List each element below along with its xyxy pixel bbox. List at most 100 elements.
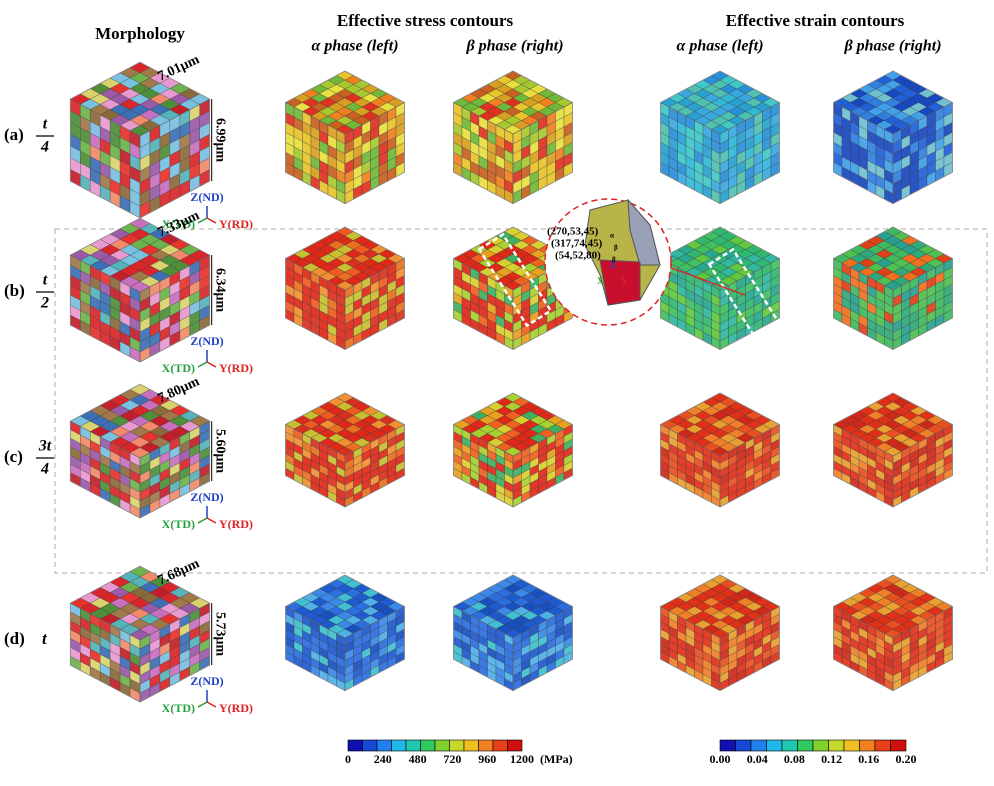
denominator: 4	[40, 139, 49, 156]
header: Morphology	[95, 24, 185, 43]
cube-outline	[69, 383, 211, 519]
colorbar-cell	[478, 739, 494, 752]
axis-arrow	[206, 517, 217, 524]
time: t	[42, 629, 48, 648]
denominator: 2	[40, 295, 49, 312]
height-label: 6.34μm	[212, 268, 227, 312]
cube	[285, 574, 405, 692]
numerator: t	[43, 116, 48, 133]
colorbar-cell	[859, 739, 876, 752]
orientation: (270,53,45)	[547, 226, 599, 238]
axis-arrow	[206, 361, 217, 368]
colorbar-tick: 0.00	[710, 752, 731, 766]
height-label: 5.73μm	[212, 612, 227, 656]
phase: β	[614, 244, 618, 252]
colorbar-cell	[376, 739, 392, 752]
colorbar-cell	[766, 739, 783, 752]
cube-outline	[833, 226, 953, 350]
colorbar-cell	[434, 739, 450, 752]
cube-outline	[453, 70, 573, 205]
cube	[285, 70, 405, 205]
width-label: 7.33μm	[156, 208, 203, 240]
cube-edge	[453, 102, 573, 204]
axis-arrow	[197, 517, 208, 524]
row-label: (c)	[4, 447, 23, 466]
cube-outline	[453, 226, 573, 350]
cube-edge	[285, 258, 405, 350]
orientation: (317,74,45)	[551, 238, 603, 250]
colorbar-cell	[391, 739, 407, 752]
cube-outline	[660, 70, 780, 205]
numerator: t	[43, 272, 48, 289]
colorbar-cell	[843, 739, 860, 752]
colorbar-tick: 0.12	[821, 752, 842, 766]
cube-edge	[285, 424, 405, 507]
cube-outline	[69, 61, 211, 219]
colorbar-tick: 960	[478, 752, 496, 766]
axis-label: Z(ND)	[190, 334, 223, 348]
colorbar-cell	[812, 739, 829, 752]
subheader: β phase (right)	[843, 38, 941, 55]
axis-arrow	[206, 217, 217, 224]
cube-outline	[285, 392, 405, 508]
header: Effective stress contours	[337, 11, 514, 30]
cube-edge	[453, 424, 573, 507]
cube	[833, 226, 953, 350]
cube	[660, 574, 780, 692]
colorbar-cell	[347, 739, 363, 752]
cube	[833, 392, 953, 508]
colorbar-cell	[890, 739, 907, 752]
denominator: 4	[40, 461, 49, 478]
colorbars: 0 240 480 720 960 1200 (MPa) 0.00 0.04 0.08 0.12 0.…	[345, 739, 917, 766]
colorbar-cell	[449, 739, 465, 752]
cube-outline	[660, 226, 780, 350]
cube	[453, 574, 573, 692]
group-box	[54, 228, 988, 574]
colorbar-tick: 0.16	[858, 752, 879, 766]
axis-label: Z	[610, 260, 616, 270]
cube-edge	[660, 102, 780, 204]
cube	[660, 226, 780, 350]
cube-edge	[833, 258, 953, 350]
colorbar-cell	[492, 739, 508, 752]
cube	[833, 574, 953, 692]
cubes	[69, 61, 953, 703]
axis-arrow	[206, 701, 217, 708]
colorbar-tick: 0.20	[896, 752, 917, 766]
colorbar-cell	[828, 739, 845, 752]
axis-label: Y(RD)	[219, 701, 253, 715]
cube	[285, 226, 405, 350]
width-label: 7.80μm	[156, 374, 203, 406]
colorbar-tick: 480	[409, 752, 427, 766]
row-label: (a)	[4, 125, 24, 144]
axis-label: X(TD)	[162, 361, 195, 375]
axis-label: Y(RD)	[219, 217, 253, 231]
axis-label: Y	[621, 276, 628, 286]
height-label: 5.60μm	[212, 429, 227, 473]
axis-label: Z(ND)	[190, 190, 223, 204]
cube-edge	[660, 424, 780, 507]
cube	[69, 217, 211, 363]
cube	[453, 70, 573, 205]
cube	[833, 70, 953, 205]
colorbar-cell	[463, 739, 479, 752]
cube-outline	[453, 392, 573, 508]
axis-arrow	[197, 361, 208, 368]
axis-arrow	[197, 701, 208, 708]
cube	[660, 70, 780, 205]
colorbar-cell	[719, 739, 736, 752]
cube-edge	[70, 254, 210, 362]
colorbar-cell	[507, 739, 523, 752]
axis-label: X(TD)	[162, 517, 195, 531]
colorbar-cell	[781, 739, 798, 752]
colorbar-tick: 0.08	[784, 752, 805, 766]
colorbar-tick: 0.04	[747, 752, 768, 766]
orientation: (54,52,80)	[555, 250, 601, 262]
row-label: (d)	[4, 629, 25, 648]
width-label: 7.68μm	[156, 556, 203, 588]
cube	[69, 383, 211, 519]
cube-edge	[285, 102, 405, 204]
numerator: 3t	[38, 438, 52, 455]
cube-edge	[70, 420, 210, 518]
cube-edge	[833, 102, 953, 204]
